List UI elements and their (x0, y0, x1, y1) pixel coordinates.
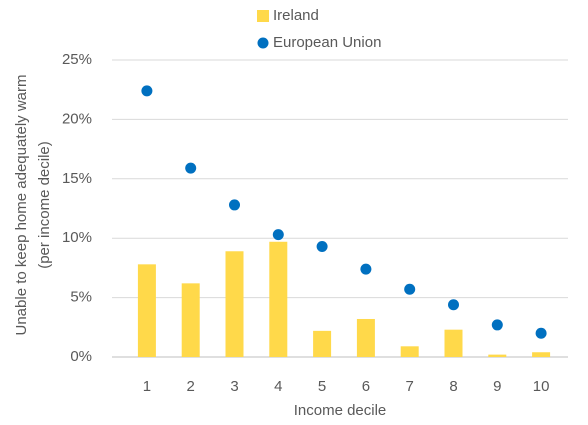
legend-label: European Union (273, 34, 381, 51)
legend-swatch (257, 10, 269, 22)
dot (404, 283, 416, 295)
y-tick-label: 20% (62, 110, 92, 127)
bar (225, 251, 244, 357)
bar (313, 330, 332, 357)
x-tick-label: 10 (533, 378, 550, 395)
y-axis-label: (per income decile) (36, 141, 53, 269)
x-tick-label: 3 (230, 378, 238, 395)
legend-label: Ireland (273, 7, 319, 24)
x-tick-label: 7 (406, 378, 414, 395)
x-tick-label: 4 (274, 378, 282, 395)
dot (535, 327, 547, 339)
bar (444, 329, 463, 357)
y-tick-label: 5% (70, 289, 92, 306)
x-tick-label: 8 (449, 378, 457, 395)
bar (532, 352, 551, 357)
bar (488, 354, 507, 357)
x-tick-label: 1 (143, 378, 151, 395)
legend-swatch (257, 37, 269, 49)
dot (316, 241, 328, 253)
x-tick-label: 5 (318, 378, 326, 395)
x-axis-label: Income decile (294, 402, 387, 419)
bar (269, 241, 288, 357)
dot (491, 319, 503, 331)
dot (272, 229, 284, 241)
y-tick-label: 0% (70, 348, 92, 365)
y-axis-label: Unable to keep home adequately warm (13, 75, 30, 336)
x-tick-label: 6 (362, 378, 370, 395)
bar (400, 346, 419, 357)
dot (185, 162, 197, 174)
x-tick-label: 9 (493, 378, 501, 395)
bar (356, 318, 375, 357)
bar (137, 264, 156, 357)
dot (141, 85, 153, 97)
y-tick-label: 15% (62, 170, 92, 187)
y-tick-label: 10% (62, 229, 92, 246)
dot (360, 263, 372, 275)
y-tick-label: 25% (62, 51, 92, 68)
bar (181, 283, 200, 357)
dot (229, 199, 240, 211)
dot (448, 299, 459, 311)
x-tick-label: 2 (187, 378, 195, 395)
